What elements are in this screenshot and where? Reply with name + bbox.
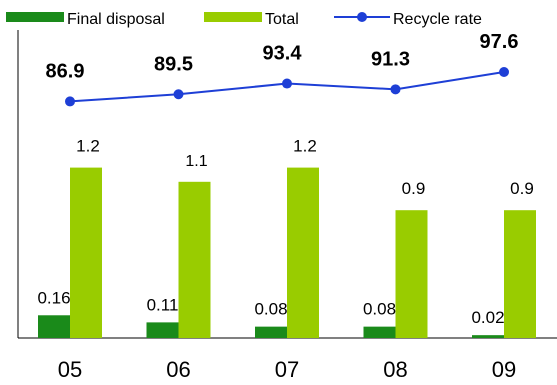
bar-final-disposal-06 — [146, 322, 179, 338]
bar-total-07 — [287, 167, 319, 338]
legend-marker-recycle-rate — [357, 12, 367, 22]
recycle-rate-label-05: 86.9 — [46, 60, 85, 82]
bar-final-disposal-07 — [255, 326, 287, 338]
recycle-rate-point-06 — [173, 89, 184, 100]
label-final-disposal-07: 0.08 — [254, 300, 287, 319]
legend-label-total: Total — [265, 11, 299, 28]
bar-total-09 — [504, 210, 536, 338]
bar-labels-layer: 0.16 1.2 0.11 1.1 0.08 1.2 0.08 0.9 0.02 0.9 — [37, 137, 533, 328]
bar-final-disposal-09 — [472, 335, 504, 338]
recycle-rate-layer: 86.9 89.5 93.4 91.3 97.6 — [46, 31, 519, 107]
recycle-rate-label-09: 97.6 — [480, 31, 519, 53]
bars-layer — [38, 167, 536, 338]
legend-label-recycle-rate: Recycle rate — [393, 11, 482, 28]
recycle-rate-point-07 — [282, 78, 292, 89]
recycle-rate-label-08: 91.3 — [371, 48, 410, 70]
bar-total-08 — [395, 210, 428, 338]
label-final-disposal-09: 0.02 — [471, 308, 504, 327]
x-tick-07: 07 — [275, 357, 299, 382]
bar-total-05 — [70, 167, 102, 338]
legend-swatch-final-disposal — [6, 12, 64, 22]
x-tick-09: 09 — [492, 357, 516, 382]
label-total-07: 1.2 — [293, 137, 317, 156]
label-total-09: 0.9 — [510, 179, 534, 198]
legend: Final disposal Total Recycle rate — [6, 11, 482, 28]
legend-label-final-disposal: Final disposal — [67, 11, 165, 28]
recycle-rate-label-07: 93.4 — [263, 43, 303, 65]
x-tick-08: 08 — [383, 357, 407, 382]
label-final-disposal-06: 0.11 — [147, 295, 179, 314]
recycle-rate-point-09 — [499, 67, 509, 77]
label-final-disposal-08: 0.08 — [363, 300, 396, 319]
x-tick-06: 06 — [166, 357, 190, 382]
recycle-rate-point-08 — [390, 84, 401, 95]
bar-total-06 — [178, 181, 211, 338]
legend-swatch-total — [204, 12, 262, 22]
label-total-06: 1.1 — [185, 153, 207, 170]
label-total-05: 1.2 — [76, 137, 100, 156]
x-tick-05: 05 — [58, 357, 82, 382]
bar-final-disposal-05 — [38, 315, 70, 338]
label-total-08: 0.9 — [402, 179, 426, 198]
recycle-rate-point-05 — [65, 96, 75, 107]
recycle-rate-label-06: 89.5 — [154, 53, 193, 75]
label-final-disposal-05: 0.16 — [37, 288, 70, 307]
bar-final-disposal-08 — [363, 326, 396, 338]
x-tick-labels: 05 06 07 08 09 — [58, 357, 516, 382]
